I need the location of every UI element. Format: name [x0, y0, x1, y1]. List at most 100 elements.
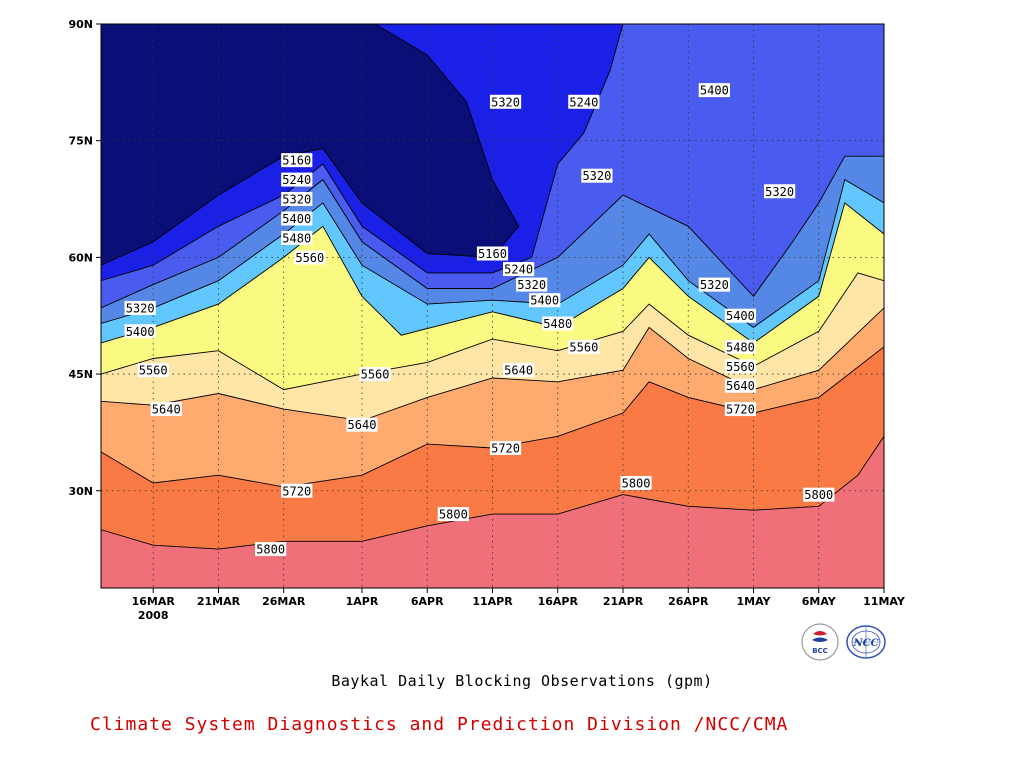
contour-label-text: 5400 [726, 309, 755, 323]
contour-label: 5800 [803, 487, 835, 502]
contour-label-bg [581, 168, 613, 183]
contour-label-bg [724, 378, 757, 393]
contour-label: 5320 [698, 277, 730, 292]
contour-label-text: 5400 [282, 212, 311, 226]
contour-label: 5720 [281, 483, 313, 498]
contour-label-bg [359, 367, 391, 382]
contour-label-text: 5640 [152, 403, 181, 417]
contour-label: 5800 [255, 542, 287, 557]
contour-label-bg [281, 483, 313, 498]
contour-label: 5560 [294, 250, 326, 265]
contour-label: 5640 [346, 417, 378, 432]
contour-label-bg [542, 316, 574, 331]
contour-line [101, 272, 884, 391]
contour-label: 5400 [724, 308, 757, 323]
x-tick-label: 21APR [603, 595, 644, 608]
contour-label-text: 5320 [582, 169, 611, 183]
contour-band [101, 24, 519, 266]
credit-line: Climate System Diagnostics and Predictio… [90, 714, 789, 735]
contour-label: 5800 [437, 507, 469, 522]
contour-label: 5400 [124, 324, 156, 339]
ncc-logo-icon: NCC [846, 625, 886, 659]
contour-label-text: 5560 [569, 340, 598, 354]
contour-label-bg [281, 172, 313, 187]
contour-label-text: 5320 [491, 95, 520, 109]
contour-label: 5640 [503, 363, 535, 378]
x-tick-label: 16APR [538, 595, 579, 608]
contour-label-text: 5240 [569, 95, 598, 109]
contour-label: 5320 [281, 192, 313, 207]
contour-label: 5400 [698, 83, 730, 98]
contour-label-text: 5640 [504, 364, 533, 378]
contour-label-text: 5320 [700, 278, 729, 292]
x-tick-label: 11MAY [863, 595, 906, 608]
contour-label-bg [294, 250, 326, 265]
contour-label-text: 5640 [726, 379, 755, 393]
contour-label-bg [724, 339, 757, 354]
contour-label-bg [124, 300, 156, 315]
contour-label: 5160 [476, 246, 509, 261]
contour-label: 5560 [359, 367, 391, 382]
contour-label-text: 5800 [804, 488, 833, 502]
contour-line [101, 202, 884, 344]
contour-label-text: 5400 [700, 84, 729, 98]
contour-line [101, 436, 884, 550]
contour-label-text: 5800 [256, 543, 285, 557]
contour-label-text: 5720 [726, 403, 755, 417]
contour-label-bg [698, 277, 730, 292]
x-tick-sublabel: 2008 [138, 609, 169, 622]
x-tick-label: 11APR [472, 595, 513, 608]
contour-label: 5800 [620, 475, 652, 490]
contour-label-bg [529, 293, 561, 308]
y-tick-label: 30N [68, 485, 93, 498]
contour-label-text: 5480 [726, 340, 755, 354]
contour-label: 5480 [281, 230, 313, 245]
bcc-logo-icon: BCC [801, 623, 839, 661]
contour-label: 5640 [724, 378, 757, 393]
contour-label-text: 5560 [726, 360, 755, 374]
contour-label: 5160 [281, 153, 313, 168]
contour-label-bg [620, 475, 652, 490]
x-tick-label: 26MAR [262, 595, 306, 608]
contour-label-bg [803, 487, 835, 502]
contour-label-bg [724, 308, 757, 323]
contour-label-bg [698, 83, 730, 98]
contour-label-bg [724, 359, 757, 374]
contour-label-text: 5320 [765, 185, 794, 199]
contour-label-bg [281, 211, 313, 226]
contour-label-text: 5800 [439, 508, 468, 522]
contour-label-bg [281, 153, 313, 168]
contour-label-bg [437, 507, 469, 522]
contour-label-bg [724, 402, 757, 417]
contour-label-text: 5720 [282, 484, 311, 498]
contour-label-bg [281, 230, 313, 245]
contour-label: 5560 [137, 363, 169, 378]
contour-label: 5480 [724, 339, 757, 354]
contour-label-text: 5720 [491, 441, 520, 455]
contour-label-text: 5240 [282, 173, 311, 187]
contour-label-bg [255, 542, 287, 557]
contour-label-bg [476, 246, 509, 261]
contour-label: 5720 [724, 402, 757, 417]
contour-label: 5720 [489, 440, 522, 455]
svg-text:NCC: NCC [852, 638, 878, 649]
contour-label-bg [503, 363, 535, 378]
contour-label: 5320 [489, 94, 522, 109]
contour-label: 5240 [281, 172, 313, 187]
contour-label-bg [150, 402, 182, 417]
contour-label-text: 5480 [543, 317, 572, 331]
contour-label-text: 5160 [478, 247, 507, 261]
contour-label-text: 5480 [282, 231, 311, 245]
contour-label-layer: 5160524053205400548055605320540055605640… [124, 83, 835, 557]
x-tick-label: 6MAY [802, 595, 837, 608]
x-tick-label: 6APR [411, 595, 444, 608]
svg-text:BCC: BCC [812, 647, 828, 655]
contour-label-text: 5800 [622, 476, 651, 490]
contour-label-bg [346, 417, 378, 432]
contour-label-bg [568, 339, 600, 354]
x-tick-label: 16MAR [132, 595, 176, 608]
contour-label: 5240 [503, 262, 535, 277]
contour-label-bg [137, 363, 169, 378]
contour-label-text: 5320 [282, 193, 311, 207]
